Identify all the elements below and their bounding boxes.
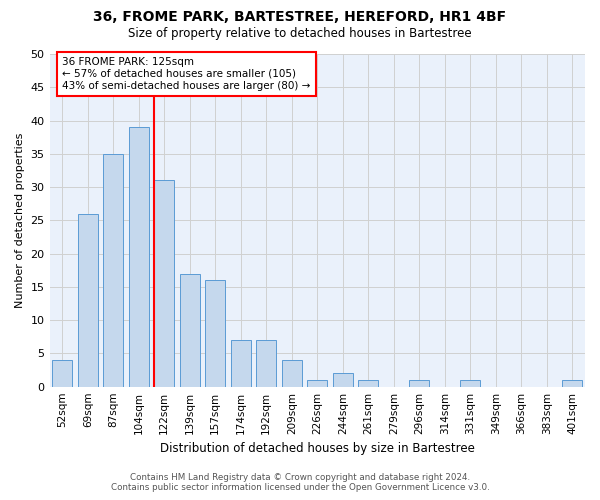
X-axis label: Distribution of detached houses by size in Bartestree: Distribution of detached houses by size … [160, 442, 475, 455]
Text: 36, FROME PARK, BARTESTREE, HEREFORD, HR1 4BF: 36, FROME PARK, BARTESTREE, HEREFORD, HR… [94, 10, 506, 24]
Bar [52, 360, 73, 386]
Bar [256, 340, 277, 386]
Text: 36 FROME PARK: 125sqm
← 57% of detached houses are smaller (105)
43% of semi-det: 36 FROME PARK: 125sqm ← 57% of detached … [62, 58, 311, 90]
Text: Contains HM Land Registry data © Crown copyright and database right 2024.
Contai: Contains HM Land Registry data © Crown c… [110, 473, 490, 492]
Bar [230, 340, 251, 386]
Bar [205, 280, 226, 386]
Bar [281, 360, 302, 386]
Bar [562, 380, 583, 386]
Bar [77, 214, 98, 386]
Bar [358, 380, 379, 386]
Bar [409, 380, 430, 386]
Bar [460, 380, 481, 386]
Text: Size of property relative to detached houses in Bartestree: Size of property relative to detached ho… [128, 28, 472, 40]
Bar [128, 127, 149, 386]
Bar [179, 274, 200, 386]
Bar [154, 180, 175, 386]
Bar [332, 374, 353, 386]
Y-axis label: Number of detached properties: Number of detached properties [15, 132, 25, 308]
Bar [307, 380, 328, 386]
Bar [103, 154, 124, 386]
